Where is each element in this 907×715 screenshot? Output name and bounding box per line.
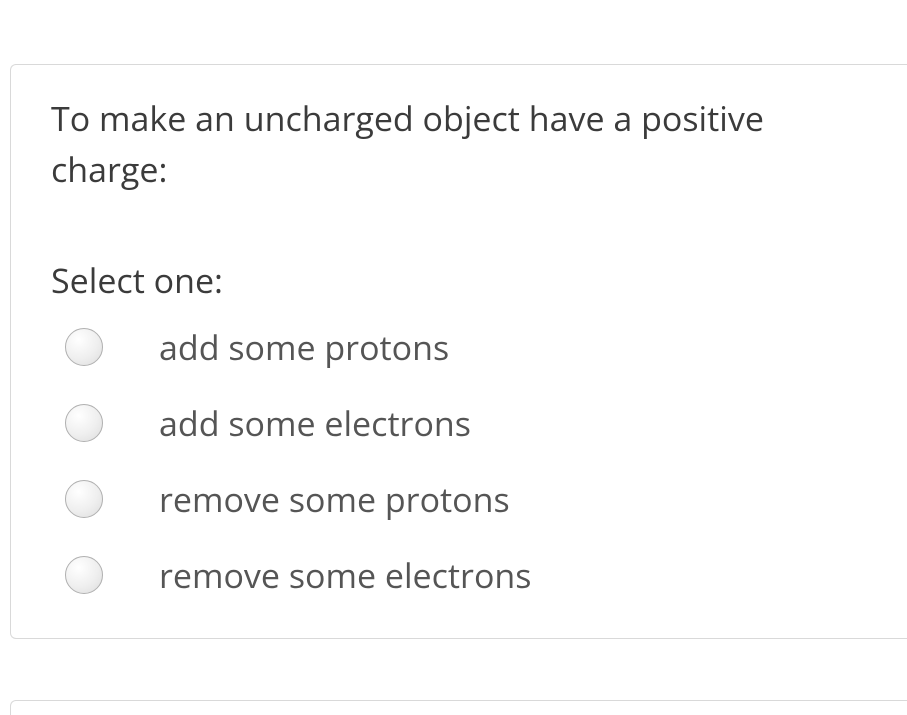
- option-label: remove some electrons: [159, 552, 531, 598]
- radio-icon[interactable]: [65, 556, 103, 594]
- option-label: remove some protons: [159, 476, 510, 522]
- question-instruction: Select one:: [51, 255, 867, 306]
- radio-icon[interactable]: [65, 328, 103, 366]
- option-row[interactable]: remove some protons: [65, 476, 867, 522]
- question-prompt: To make an uncharged object have a posit…: [51, 93, 867, 195]
- option-row[interactable]: remove some electrons: [65, 552, 867, 598]
- option-row[interactable]: add some electrons: [65, 400, 867, 446]
- options-group: add some protons add some electrons remo…: [51, 324, 867, 598]
- option-label: add some protons: [159, 324, 449, 370]
- radio-icon[interactable]: [65, 404, 103, 442]
- next-question-card: [10, 700, 907, 715]
- option-label: add some electrons: [159, 400, 471, 446]
- question-card: To make an uncharged object have a posit…: [10, 64, 907, 639]
- page: To make an uncharged object have a posit…: [0, 0, 907, 715]
- radio-icon[interactable]: [65, 480, 103, 518]
- option-row[interactable]: add some protons: [65, 324, 867, 370]
